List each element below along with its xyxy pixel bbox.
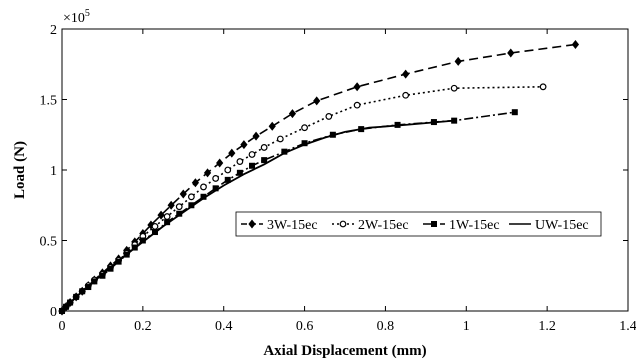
data-point-3W-15ec (191, 178, 200, 188)
legend-label: UW-15ec (535, 218, 589, 233)
data-point-1W-15ec (301, 140, 308, 147)
data-point-1W-15ec (99, 272, 106, 279)
data-point-2W-15ec (276, 135, 284, 143)
y-multiplier-base: ×10 (63, 11, 85, 26)
data-point-3W-15ec (216, 158, 224, 168)
legend: 3W-15ec 2W-15ec 1W-15ec UW-15ec (235, 211, 602, 237)
series-3W-15ec (58, 40, 580, 316)
series-line-3W-15ec (61, 43, 576, 312)
data-point-2W-15ec (248, 151, 256, 158)
legend-label: 2W-15ec (358, 218, 409, 233)
x-tick-label: 1.2 (538, 319, 556, 334)
data-point-3W-15ec (507, 48, 515, 58)
axis-ticks (61, 28, 629, 312)
data-point-2W-15ec (260, 144, 268, 151)
data-point-1W-15ec (261, 157, 268, 164)
data-point-1W-15ec (200, 193, 207, 200)
series-UW-15ec (61, 119, 455, 312)
plot-series (58, 40, 580, 316)
legend-item-2W-15ec: 2W-15ec (332, 218, 409, 233)
data-point-2W-15ec (325, 113, 333, 120)
data-point-3W-15ec (240, 140, 248, 150)
x-tick-label: 0 (59, 319, 66, 334)
data-point-3W-15ec (179, 189, 187, 199)
data-point-1W-15ec (139, 237, 146, 244)
y-tick-label: 1 (50, 164, 57, 179)
legend-label: 3W-15ec (267, 218, 318, 233)
series-line-2W-15ec (61, 86, 544, 312)
data-point-2W-15ec (151, 222, 159, 230)
y-multiplier-exponent: 5 (85, 8, 90, 19)
legend-swatch-marker (339, 220, 347, 228)
y-tick-label: 0.5 (40, 235, 58, 250)
series-1W-15ec (59, 109, 518, 314)
data-point-1W-15ec (281, 148, 288, 155)
data-point-1W-15ec (249, 162, 256, 169)
x-tick-label: 1.4 (619, 319, 636, 334)
legend-item-3W-15ec: 3W-15ec (241, 218, 318, 233)
x-axis-title: Axial Displacement (mm) (263, 343, 426, 359)
y-tick-label: 2 (50, 23, 57, 38)
data-point-3W-15ec (268, 121, 276, 131)
data-point-3W-15ec (252, 131, 260, 141)
y-axis-title: Load (N) (12, 141, 28, 199)
x-tick-label: 0.2 (134, 319, 152, 334)
data-point-3W-15ec (157, 210, 165, 220)
data-point-1W-15ec (224, 176, 231, 183)
data-point-3W-15ec (288, 109, 297, 119)
x-tick-label: 1 (463, 319, 470, 334)
x-tick-label: 0.4 (215, 319, 233, 334)
data-point-3W-15ec (228, 148, 236, 158)
data-point-1W-15ec (107, 265, 114, 272)
legend-swatch-marker (248, 219, 256, 229)
data-point-3W-15ec (454, 56, 462, 66)
data-point-3W-15ec (353, 82, 361, 92)
y-tick-labels: 0 0.5 1 1.5 2 (40, 23, 58, 320)
data-point-1W-15ec (164, 219, 171, 226)
legend-label: 1W-15ec (449, 218, 500, 233)
data-point-2W-15ec (450, 84, 458, 92)
series-line-UW-15ec (61, 119, 455, 312)
data-point-2W-15ec (353, 101, 361, 109)
data-point-2W-15ec (224, 166, 232, 174)
data-point-2W-15ec (200, 183, 207, 191)
data-point-2W-15ec (236, 158, 244, 165)
y-tick-label: 1.5 (40, 94, 58, 109)
data-point-1W-15ec (176, 210, 183, 217)
data-point-1W-15ec (188, 202, 195, 209)
y-tick-label: 0 (50, 305, 57, 320)
plot-frame (61, 28, 629, 312)
data-point-2W-15ec (402, 91, 410, 99)
data-point-2W-15ec (301, 124, 308, 132)
x-tick-labels: 0 0.2 0.4 0.6 0.8 1 1.2 1.4 (59, 319, 636, 334)
data-point-2W-15ec (212, 175, 220, 182)
data-point-1W-15ec (511, 109, 518, 116)
data-point-2W-15ec (187, 193, 195, 201)
legend-item-UW-15ec: UW-15ec (509, 218, 589, 233)
data-point-2W-15ec (175, 203, 183, 211)
y-multiplier: ×105 (63, 8, 90, 26)
data-point-3W-15ec (402, 69, 410, 79)
data-point-2W-15ec (163, 213, 171, 220)
x-tick-label: 0.6 (296, 319, 314, 334)
data-point-3W-15ec (203, 168, 212, 178)
legend-swatch-marker (431, 221, 437, 227)
data-point-3W-15ec (167, 200, 175, 210)
legend-items: 3W-15ec 2W-15ec 1W-15ec UW-15ec (241, 218, 589, 233)
data-point-1W-15ec (236, 169, 243, 176)
data-point-3W-15ec (571, 40, 580, 50)
legend-box (235, 211, 602, 237)
legend-item-1W-15ec: 1W-15ec (423, 218, 500, 233)
data-point-2W-15ec (539, 83, 547, 91)
x-tick-label: 0.8 (377, 319, 395, 334)
data-point-1W-15ec (212, 185, 219, 192)
data-point-3W-15ec (313, 96, 321, 106)
